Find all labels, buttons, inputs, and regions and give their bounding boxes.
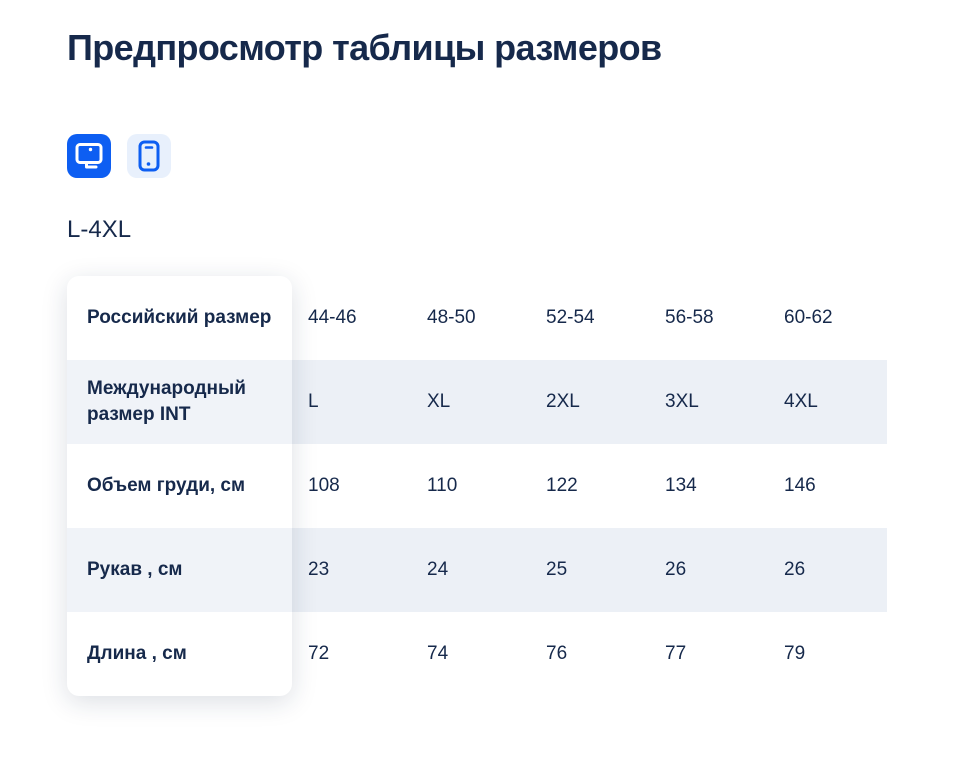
label-column-card: Российский размер Международный размер I…: [67, 276, 292, 696]
size-value-cell: 134: [665, 475, 697, 496]
size-table-preview-page: Предпросмотр таблицы размеров L-4XL 44-4…: [67, 27, 960, 696]
size-value-cell: 52-54: [546, 307, 595, 328]
size-value-cell: 146: [784, 475, 816, 496]
desktop-preview-button[interactable]: [67, 134, 111, 178]
size-range-label: L-4XL: [67, 216, 132, 243]
size-value-cell: 24: [427, 559, 449, 580]
size-table: 44-46 48-50 52-54 56-58 60-62 L XL 2XL 3…: [67, 276, 887, 696]
row-label: Российский размер: [87, 307, 272, 328]
desktop-icon: [75, 143, 103, 169]
size-value-cell: 48-50: [427, 307, 476, 328]
row-label: Рукав , см: [67, 528, 292, 612]
size-value-cell: 56-58: [665, 307, 714, 328]
size-value-cell: 44-46: [308, 307, 357, 328]
size-value-cell: 2XL: [546, 391, 580, 412]
size-value-cell: 77: [665, 643, 687, 664]
table-row: 72 74 76 77 79: [67, 612, 887, 696]
size-value-cell: 122: [546, 475, 578, 496]
size-value-cell: 110: [427, 475, 458, 496]
size-value-cell: 60-62: [784, 307, 833, 328]
table-row: 108 110 122 134 146: [67, 444, 887, 528]
row-label: Объем груди, см: [87, 475, 246, 496]
device-preview-toggle: [67, 134, 960, 178]
size-value-cell: 4XL: [784, 391, 818, 412]
size-value-cell: 76: [546, 643, 568, 664]
size-value-cell: 26: [784, 559, 806, 580]
mobile-preview-button[interactable]: [127, 134, 171, 178]
page-title: Предпросмотр таблицы размеров: [67, 27, 662, 68]
mobile-icon: [138, 140, 160, 172]
size-value-cell: 3XL: [665, 391, 699, 412]
size-value-cell: 72: [308, 643, 330, 664]
size-value-cell: 26: [665, 559, 687, 580]
row-label: Длина , см: [87, 643, 187, 664]
size-value-cell: 108: [308, 475, 340, 496]
table-row: 44-46 48-50 52-54 56-58 60-62: [67, 276, 887, 360]
size-value-cell: 79: [784, 643, 806, 664]
size-value-cell: L: [308, 391, 319, 412]
size-value-cell: 25: [546, 559, 568, 580]
size-value-cell: 74: [427, 643, 449, 664]
row-label: Международный размер INT: [67, 360, 292, 444]
size-value-cell: 23: [308, 559, 330, 580]
size-value-cell: XL: [427, 391, 451, 412]
